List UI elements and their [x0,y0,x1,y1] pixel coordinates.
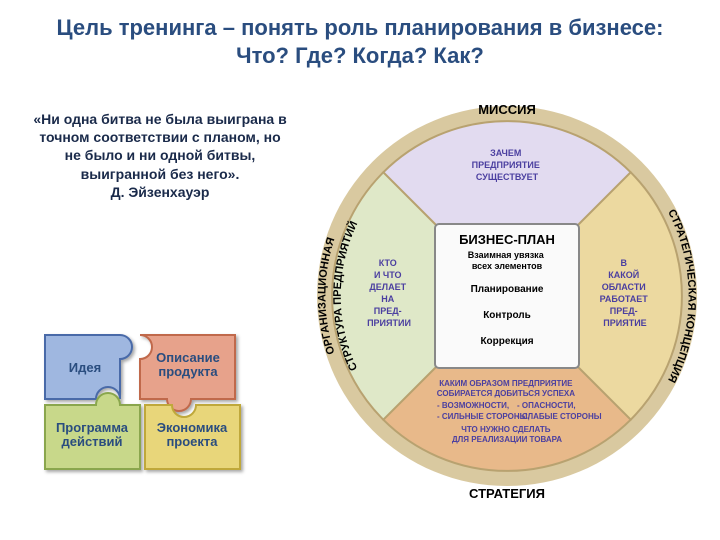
quote-text: «Ни одна битва не была выиграна в точном… [30,110,290,183]
center-subtitle: Взаимная увязка всех элементов [468,250,546,271]
page-title: Цель тренинга – понять роль планирования… [0,0,720,69]
center-item-3: Коррекция [480,336,533,347]
center-item-2: Контроль [483,310,531,321]
puzzle-label-product: Описаниепродукта [156,350,220,379]
puzzle-label-program: Программадействий [56,420,129,449]
puzzle-label-idea: Идея [69,360,101,375]
wheel-diagram: МИССИЯ СТРАТЕГИЯ ОРГАНИЗАЦИОННАЯ СТРУКТУ… [312,86,702,506]
seg-title-top: МИССИЯ [478,102,536,117]
center-item-1: Планирование [471,284,544,295]
puzzle-label-economics: Экономикапроекта [157,420,228,449]
quote-block: «Ни одна битва не была выиграна в точном… [30,110,290,201]
seg-title-bottom: СТРАТЕГИЯ [469,486,545,501]
center-title: БИЗНЕС-ПЛАН [459,232,555,247]
quote-author: Д. Эйзенхауэр [30,183,290,201]
puzzle-diagram: Идея Описаниепродукта Программадействий … [30,310,290,490]
